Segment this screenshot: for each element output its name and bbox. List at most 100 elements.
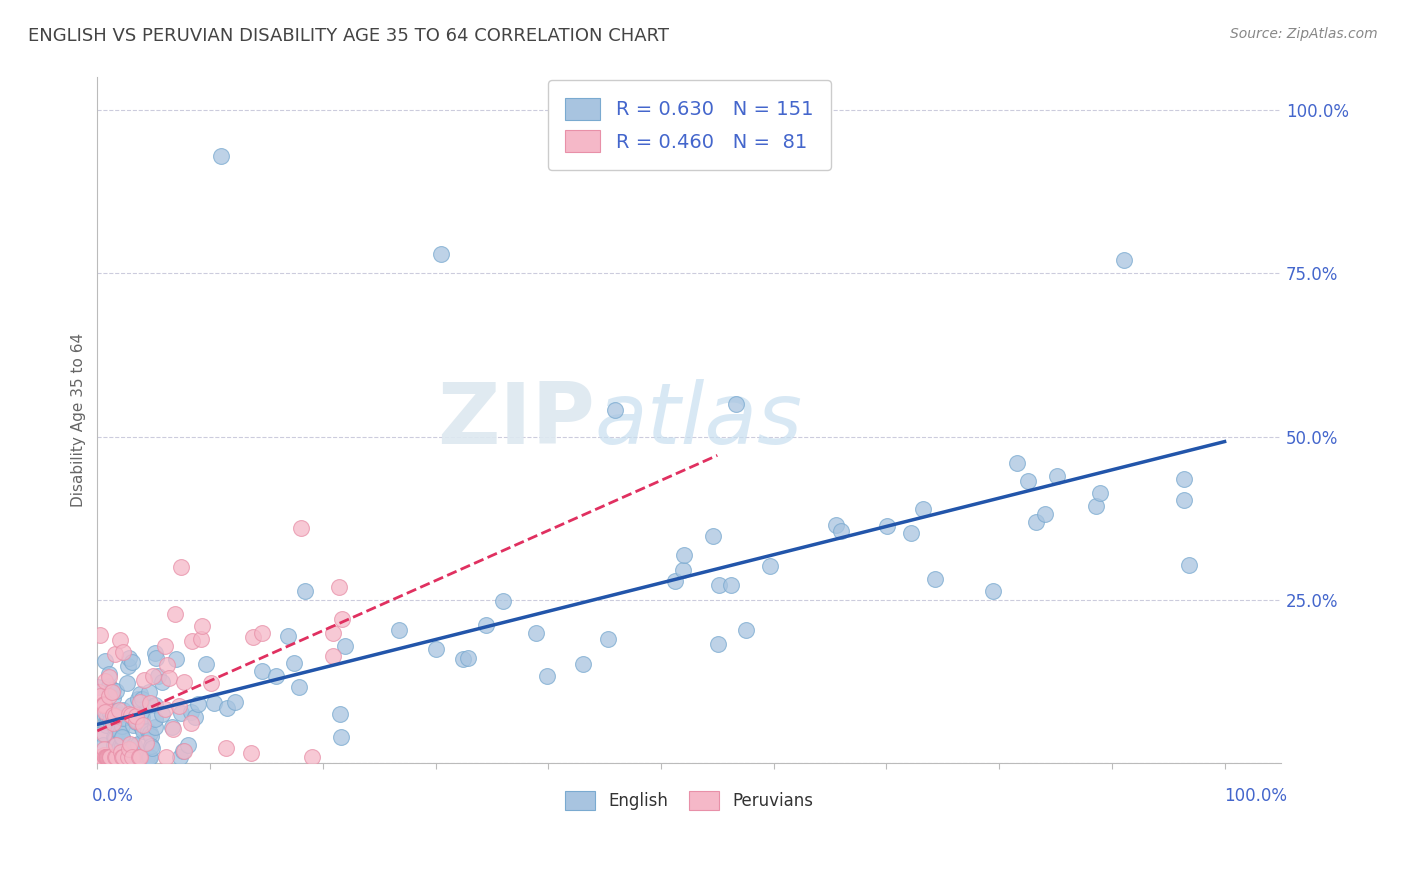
Point <box>129 695 152 709</box>
Point <box>184 710 207 724</box>
Point <box>264 669 287 683</box>
Point <box>127 714 149 728</box>
Point <box>215 741 238 756</box>
Point <box>145 647 167 661</box>
Point <box>104 749 127 764</box>
Point <box>572 657 595 671</box>
Point <box>131 692 153 706</box>
Point <box>89 749 111 764</box>
Point <box>93 741 115 756</box>
Point <box>105 684 128 698</box>
Point <box>120 708 142 723</box>
Point <box>98 749 121 764</box>
Point <box>94 715 117 730</box>
Point <box>105 749 128 764</box>
Point <box>824 517 846 532</box>
Point <box>759 559 782 574</box>
Point <box>333 639 356 653</box>
Point <box>96 709 118 723</box>
Point <box>288 680 311 694</box>
Point <box>224 695 246 709</box>
Point <box>702 529 724 543</box>
Point <box>294 583 316 598</box>
Point <box>706 637 728 651</box>
Point <box>524 626 547 640</box>
Point <box>209 149 232 163</box>
Point <box>101 708 124 723</box>
Point <box>156 658 179 673</box>
Point <box>457 651 479 665</box>
Point <box>136 749 159 764</box>
Point <box>1025 515 1047 529</box>
Point <box>153 701 176 715</box>
Point <box>98 706 121 720</box>
Point <box>96 749 118 764</box>
Point <box>128 749 150 764</box>
Point <box>430 246 453 260</box>
Point <box>122 738 145 752</box>
Point <box>536 669 558 683</box>
Point <box>111 645 134 659</box>
Point <box>451 651 474 665</box>
Point <box>87 685 110 699</box>
Point <box>110 739 132 754</box>
Point <box>240 746 263 760</box>
Point <box>96 749 118 764</box>
Point <box>111 731 134 745</box>
Point <box>111 749 134 764</box>
Point <box>322 625 344 640</box>
Point <box>187 697 209 711</box>
Point <box>98 667 121 681</box>
Point <box>97 749 120 764</box>
Point <box>1046 469 1069 483</box>
Point <box>110 745 132 759</box>
Point <box>131 722 153 736</box>
Point <box>111 719 134 733</box>
Point <box>97 749 120 764</box>
Point <box>120 749 142 764</box>
Point <box>103 719 125 733</box>
Point <box>128 749 150 764</box>
Text: ZIP: ZIP <box>437 379 595 462</box>
Point <box>121 749 143 764</box>
Point <box>94 749 117 764</box>
Point <box>139 696 162 710</box>
Point <box>89 689 111 703</box>
Point <box>425 641 447 656</box>
Point <box>104 749 127 764</box>
Point <box>250 625 273 640</box>
Point <box>150 675 173 690</box>
Point <box>96 717 118 731</box>
Point <box>122 712 145 726</box>
Point <box>720 578 742 592</box>
Point <box>105 749 128 764</box>
Point <box>131 709 153 723</box>
Point <box>112 749 135 764</box>
Point <box>173 674 195 689</box>
Point <box>111 730 134 744</box>
Point <box>830 524 852 538</box>
Point <box>103 712 125 726</box>
Point <box>111 749 134 764</box>
Point <box>104 708 127 723</box>
Point <box>89 628 111 642</box>
Point <box>330 730 353 744</box>
Point <box>141 740 163 755</box>
Point <box>121 655 143 669</box>
Point <box>155 749 177 764</box>
Point <box>322 649 344 664</box>
Point <box>111 749 134 764</box>
Y-axis label: Disability Age 35 to 64: Disability Age 35 to 64 <box>72 334 86 508</box>
Point <box>139 729 162 743</box>
Point <box>101 684 124 698</box>
Point <box>115 749 138 764</box>
Point <box>981 583 1004 598</box>
Point <box>90 749 112 764</box>
Point <box>900 525 922 540</box>
Point <box>143 719 166 733</box>
Point <box>97 679 120 693</box>
Point <box>155 639 177 653</box>
Point <box>97 690 120 704</box>
Point <box>165 652 187 666</box>
Point <box>162 720 184 734</box>
